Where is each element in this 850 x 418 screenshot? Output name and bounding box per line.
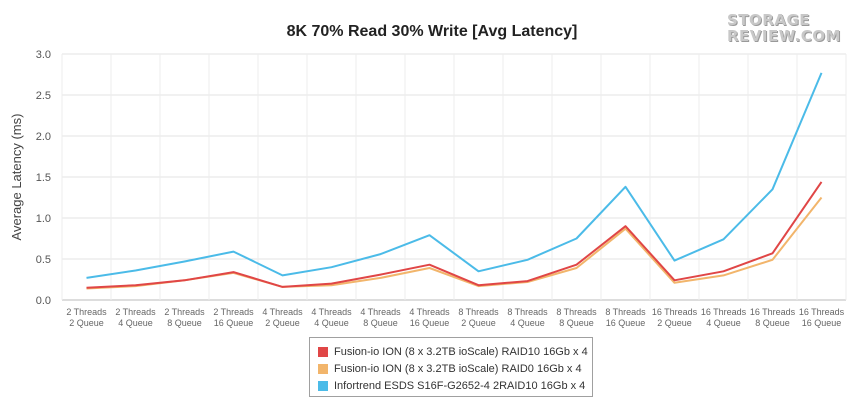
x-tick-label-13-line-0: 16 Threads xyxy=(701,307,747,317)
y-tick-label-5: 2.5 xyxy=(36,90,51,102)
y-axis-label: Average Latency (ms) xyxy=(9,114,24,241)
x-tick-label-3-line-0: 2 Threads xyxy=(213,307,254,317)
grid xyxy=(61,53,847,301)
x-tick-label-8-line-1: 2 Queue xyxy=(461,318,496,328)
legend-swatch-series-3 xyxy=(318,380,328,391)
legend-item-series-2: Fusion-io ION (8 x 3.2TB ioScale) RAID0 … xyxy=(318,360,592,377)
x-tick-label-6-line-1: 8 Queue xyxy=(363,318,398,328)
legend-swatch-series-1 xyxy=(318,346,328,357)
logo-line-1: STORAGE xyxy=(727,11,811,29)
x-tick-label-3-line-1: 16 Queue xyxy=(214,318,254,328)
x-tick-label-12-line-1: 2 Queue xyxy=(657,318,692,328)
logo-line-2: REVIEW.COM xyxy=(727,27,841,45)
legend-label-series-3: Infortrend ESDS S16F-G2652-4 2RAID10 16G… xyxy=(334,379,586,392)
x-tick-label-12-line-0: 16 Threads xyxy=(652,307,698,317)
x-tick-label-15-line-0: 16 Threads xyxy=(799,307,845,317)
x-tick-label-7-line-0: 4 Threads xyxy=(409,307,450,317)
x-tick-label-5-line-1: 4 Queue xyxy=(314,318,349,328)
chart-title: 8K 70% Read 30% Write [Avg Latency] xyxy=(287,23,578,40)
storagereview-logo: STORAGE REVIEW.COM xyxy=(727,11,841,48)
legend-label-series-1: Fusion-io ION (8 x 3.2TB ioScale) RAID10… xyxy=(334,345,588,358)
y-tick-label-1: 0.5 xyxy=(36,254,51,266)
x-tick-label-14-line-1: 8 Queue xyxy=(755,318,790,328)
legend: Fusion-io ION (8 x 3.2TB ioScale) RAID10… xyxy=(309,337,593,397)
y-tick-label-3: 1.5 xyxy=(36,172,51,184)
series-line-1 xyxy=(86,181,823,289)
x-tick-label-2-line-0: 2 Threads xyxy=(164,307,205,317)
legend-item-series-1: Fusion-io ION (8 x 3.2TB ioScale) RAID10… xyxy=(318,343,592,360)
y-tick-label-6: 3.0 xyxy=(36,49,51,61)
series-lines xyxy=(86,72,823,290)
x-tick-label-15-line-1: 16 Queue xyxy=(802,318,842,328)
x-tick-label-4-line-1: 2 Queue xyxy=(265,318,300,328)
x-tick-label-0-line-0: 2 Threads xyxy=(66,307,107,317)
legend-label-series-2: Fusion-io ION (8 x 3.2TB ioScale) RAID0 … xyxy=(334,362,582,375)
series-line-3 xyxy=(86,72,823,279)
legend-swatch-series-2 xyxy=(318,363,328,374)
x-tick-label-0-line-1: 2 Queue xyxy=(69,318,104,328)
y-tick-label-0: 0.0 xyxy=(36,295,51,307)
x-tick-label-13-line-1: 4 Queue xyxy=(706,318,741,328)
x-tick-label-5-line-0: 4 Threads xyxy=(311,307,352,317)
x-tick-label-14-line-0: 16 Threads xyxy=(750,307,796,317)
x-tick-label-1-line-0: 2 Threads xyxy=(115,307,156,317)
x-tick-label-1-line-1: 4 Queue xyxy=(118,318,153,328)
x-tick-label-11-line-0: 8 Threads xyxy=(605,307,646,317)
y-tick-label-4: 2.0 xyxy=(36,131,51,143)
x-tick-label-7-line-1: 16 Queue xyxy=(410,318,450,328)
x-tick-label-10-line-1: 8 Queue xyxy=(559,318,594,328)
x-tick-label-9-line-0: 8 Threads xyxy=(507,307,548,317)
x-tick-label-9-line-1: 4 Queue xyxy=(510,318,545,328)
legend-item-series-3: Infortrend ESDS S16F-G2652-4 2RAID10 16G… xyxy=(318,377,592,394)
x-tick-label-6-line-0: 4 Threads xyxy=(360,307,401,317)
y-axis-ticks: 0.0 0.5 1.0 1.5 2.0 2.5 3.0 xyxy=(36,49,51,307)
x-tick-label-2-line-1: 8 Queue xyxy=(167,318,202,328)
x-tick-label-8-line-0: 8 Threads xyxy=(458,307,499,317)
x-tick-label-10-line-0: 8 Threads xyxy=(556,307,597,317)
y-tick-label-2: 1.0 xyxy=(36,213,51,225)
x-tick-label-4-line-0: 4 Threads xyxy=(262,307,303,317)
x-tick-label-11-line-1: 16 Queue xyxy=(606,318,646,328)
